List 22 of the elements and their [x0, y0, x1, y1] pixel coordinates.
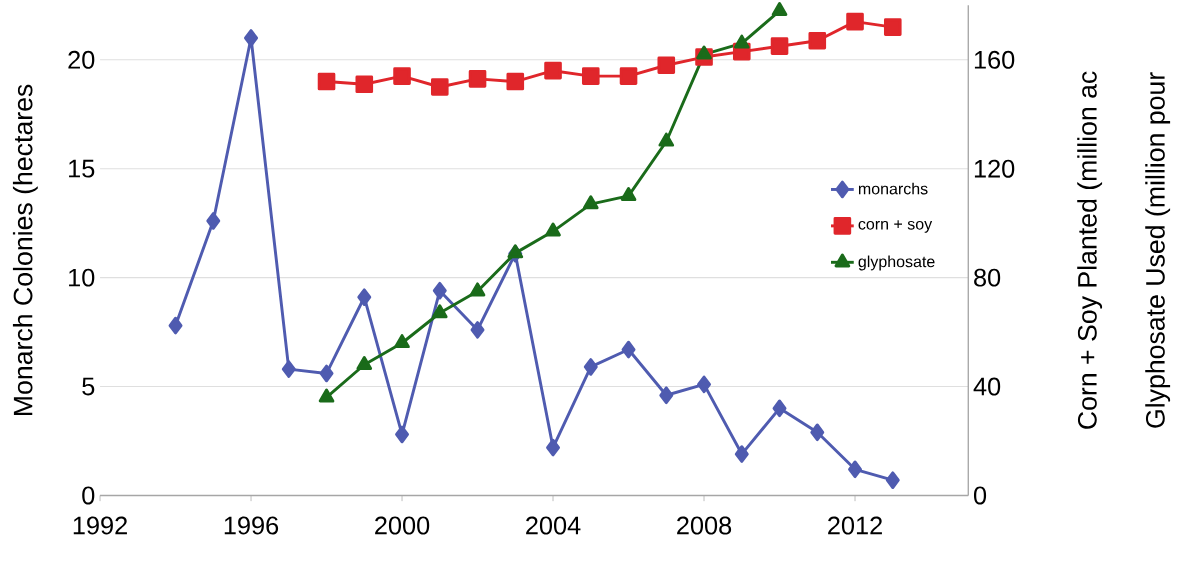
legend-label: glyphosate	[858, 255, 935, 271]
y2-axis-title: Corn + Soy Planted (million ac	[1077, 71, 1103, 429]
y2-tick-label: 120	[974, 159, 1015, 178]
text: Glyphosate Used (million pour	[1145, 72, 1171, 428]
y-tick-label: 15	[69, 159, 95, 178]
y2-tick-label: 80	[974, 268, 1001, 287]
x-tick-label: 1996	[224, 516, 279, 535]
y2-tick-label: 160	[974, 50, 1015, 69]
x-tick-label: 1992	[73, 516, 127, 535]
y-axis-title: Monarch Colonies (hectares	[12, 84, 38, 415]
x-tick-label: 2008	[677, 516, 732, 535]
x-tick-label: 2012	[828, 516, 882, 535]
legend-label: monarchs	[858, 182, 928, 195]
y-tick-label: 20	[68, 50, 95, 69]
y2-tick-label: 40	[973, 377, 1001, 396]
y2-tick-label: 0	[973, 486, 987, 505]
x-tick-label: 2004	[526, 516, 581, 535]
y-tick-label: 10	[69, 268, 95, 287]
y-tick-label: 5	[82, 377, 95, 396]
y-tick-label: 0	[82, 486, 95, 505]
x-tick-label: 2000	[375, 516, 430, 535]
legend-label: corn + soy	[858, 220, 933, 233]
